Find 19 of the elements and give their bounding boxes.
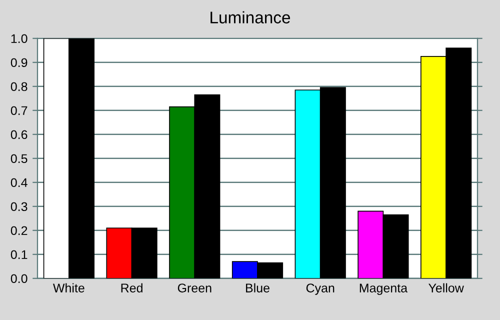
x-tick-label: Magenta — [360, 284, 408, 295]
y-tick-label: 1.0 — [11, 34, 28, 44]
y-tick-label: 0.3 — [10, 202, 28, 212]
y-tick-label: 0.9 — [10, 58, 28, 68]
y-tick-label: 0.1 — [10, 250, 28, 260]
y-tick-label: 0.5 — [10, 154, 28, 164]
x-tick-label: Yellow — [428, 283, 464, 292]
x-tick-label: Red — [121, 283, 142, 292]
y-tick-label: 0.8 — [10, 82, 28, 92]
y-tick-label: 0.2 — [10, 226, 28, 236]
chart-title: Luminance — [210, 11, 290, 24]
x-tick-label: White — [53, 283, 84, 292]
y-tick-label: 0.7 — [10, 106, 28, 116]
x-tick-label: Green — [178, 284, 212, 292]
x-tick-label: Cyan — [306, 284, 334, 295]
y-tick-label: 0.0 — [10, 274, 28, 284]
y-tick-label: 0.4 — [10, 178, 28, 188]
x-tick-label: Blue — [246, 283, 270, 292]
y-tick-label: 0.6 — [10, 130, 28, 140]
